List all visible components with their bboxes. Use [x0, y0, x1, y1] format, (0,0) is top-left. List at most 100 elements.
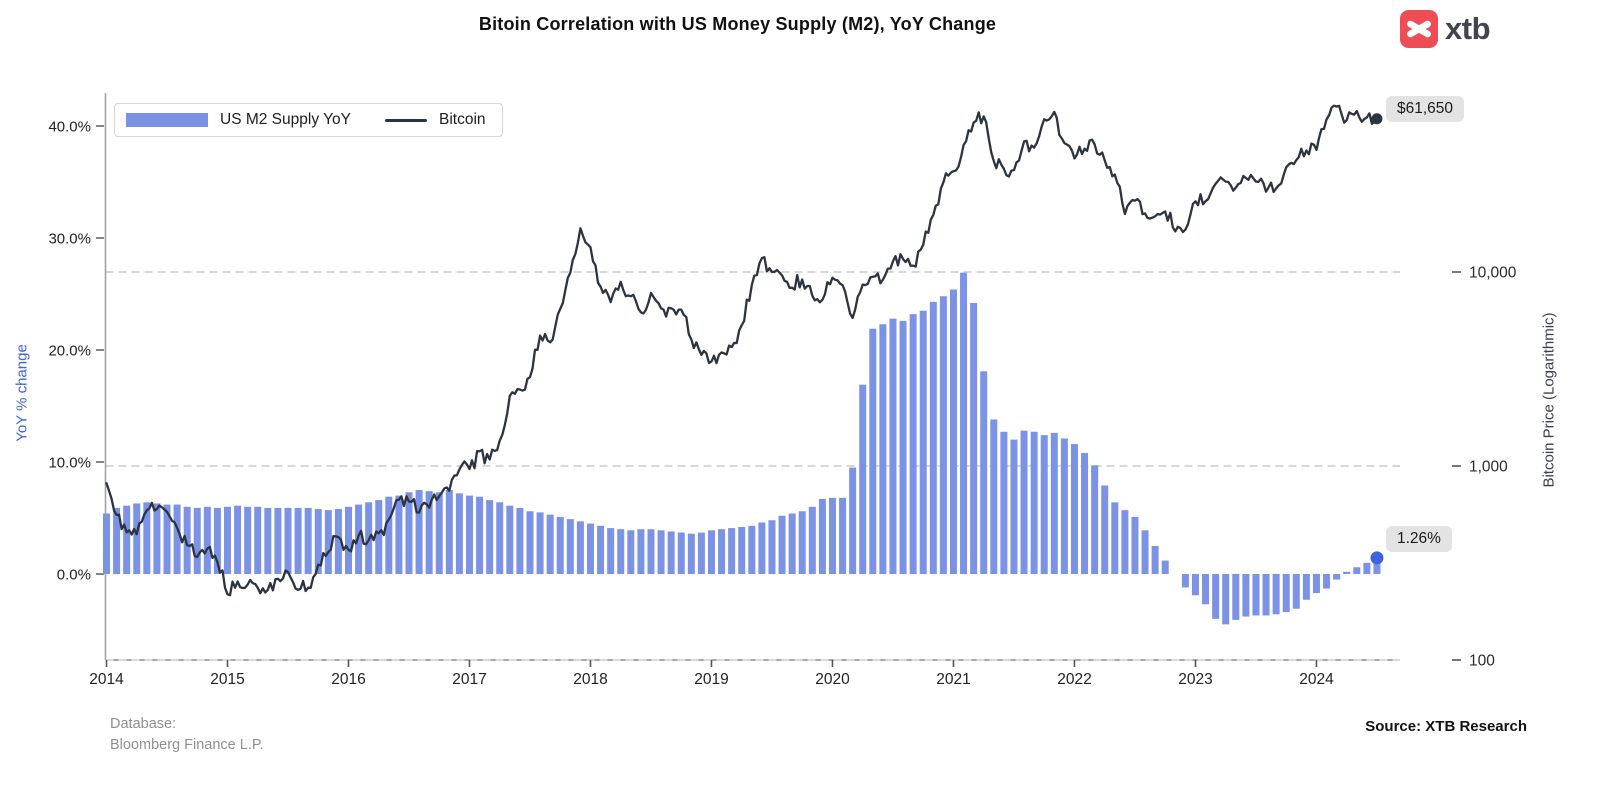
m2-bar: [849, 467, 857, 574]
m2-bar: [455, 493, 463, 574]
x-tick-label: 2014: [89, 671, 124, 688]
m2-bar: [970, 302, 978, 574]
m2-change-annotation: 1.26%: [1386, 526, 1452, 552]
m2-bar: [1202, 574, 1210, 605]
left-axis-title: YoY % change: [13, 344, 31, 442]
m2-bar: [788, 513, 796, 574]
m2-bar: [576, 521, 584, 574]
m2-bar: [445, 490, 453, 574]
m2-bar: [375, 500, 383, 574]
m2-bar: [223, 506, 231, 574]
m2-bar: [869, 328, 877, 574]
m2-bar: [647, 529, 655, 574]
m2-bar: [889, 318, 897, 574]
m2-bar: [939, 296, 947, 574]
m2-bar: [1312, 574, 1320, 594]
m2-bar: [425, 491, 433, 574]
m2-bar: [697, 532, 705, 574]
m2-bar: [284, 507, 292, 574]
m2-bar: [526, 511, 534, 574]
m2-bar: [556, 516, 564, 574]
x-tick-label: 2018: [573, 671, 607, 688]
x-tick-label: 2020: [815, 671, 850, 688]
m2-bar: [516, 507, 524, 574]
m2-bar: [294, 507, 302, 574]
x-tick-label: 2019: [694, 671, 728, 688]
m2-bar: [1050, 432, 1058, 574]
x-tick-label: 2015: [210, 671, 244, 688]
left-tick-label: 30.0%: [48, 231, 91, 248]
m2-bar: [476, 496, 484, 574]
m2-bar: [1212, 574, 1220, 619]
m2-bar: [264, 507, 272, 574]
m2-bar: [949, 289, 957, 574]
m2-bar: [193, 507, 201, 574]
m2-bar: [586, 523, 594, 574]
m2-bar: [496, 502, 504, 574]
m2-bar: [1262, 574, 1270, 616]
legend-label-m2: US M2 Supply YoY: [220, 111, 351, 128]
m2-bar: [1191, 574, 1199, 596]
m2-bar: [728, 528, 736, 574]
m2-bar: [798, 511, 806, 574]
m2-bar: [1111, 502, 1119, 574]
m2-bar: [1333, 574, 1341, 580]
left-tick-label: 20.0%: [48, 343, 91, 360]
m2-bar: [1040, 435, 1048, 574]
m2-bar: [899, 320, 907, 574]
m2-bar: [1232, 574, 1240, 620]
m2-bar: [1070, 444, 1078, 574]
m2-bar: [627, 530, 635, 574]
m2-bar: [385, 496, 393, 574]
m2-bar: [1010, 439, 1018, 574]
m2-bar: [919, 310, 927, 574]
x-tick-label: 2021: [936, 671, 970, 688]
footer-database-label: Database:: [110, 716, 177, 732]
m2-bar: [677, 532, 685, 574]
legend: US M2 Supply YoY Bitcoin: [114, 103, 503, 137]
m2-endpoint-dot: [1370, 551, 1384, 565]
m2-bar: [929, 301, 937, 574]
m2-bar: [133, 503, 141, 574]
m2-bar: [213, 507, 221, 574]
m2-bar: [163, 504, 171, 574]
m2-bar: [103, 513, 110, 574]
m2-bar: [1242, 574, 1250, 617]
m2-bar: [1292, 574, 1300, 609]
m2-bar: [1161, 560, 1169, 574]
m2-bar: [1343, 571, 1351, 574]
x-tick-label: 2022: [1057, 671, 1091, 688]
m2-bar: [828, 497, 836, 574]
x-tick-label: 2016: [331, 671, 365, 688]
m2-bar: [738, 526, 746, 574]
m2-bar: [1181, 574, 1189, 588]
m2-bar: [314, 509, 322, 574]
m2-bar: [667, 531, 675, 574]
m2-bar: [1323, 574, 1331, 589]
m2-bar: [637, 529, 645, 574]
m2-bar: [113, 507, 121, 574]
m2-bar: [818, 498, 826, 574]
m2-bar: [123, 505, 131, 574]
bitcoin-price-annotation: $61,650: [1386, 96, 1465, 122]
right-tick-label: 100: [1469, 653, 1495, 670]
m2-bar: [1141, 530, 1149, 574]
m2-bar: [1091, 465, 1099, 574]
m2-bar: [1030, 431, 1038, 574]
m2-bar: [1282, 574, 1290, 613]
x-tick-label: 2017: [452, 671, 486, 688]
xtb-logo: xtb: [1400, 10, 1491, 48]
m2-bar: [153, 503, 161, 574]
m2-bar: [1302, 574, 1310, 600]
x-tick-label: 2023: [1178, 671, 1212, 688]
m2-bar: [1151, 546, 1159, 574]
m2-bar: [1373, 559, 1381, 574]
m2-bar: [687, 533, 695, 574]
m2-bar: [909, 314, 917, 574]
left-tick-label: 40.0%: [48, 119, 91, 136]
footer-database-value: Bloomberg Finance L.P.: [110, 737, 264, 753]
m2-bar: [707, 530, 715, 574]
m2-bar: [1272, 574, 1280, 615]
m2-bar: [597, 525, 605, 574]
